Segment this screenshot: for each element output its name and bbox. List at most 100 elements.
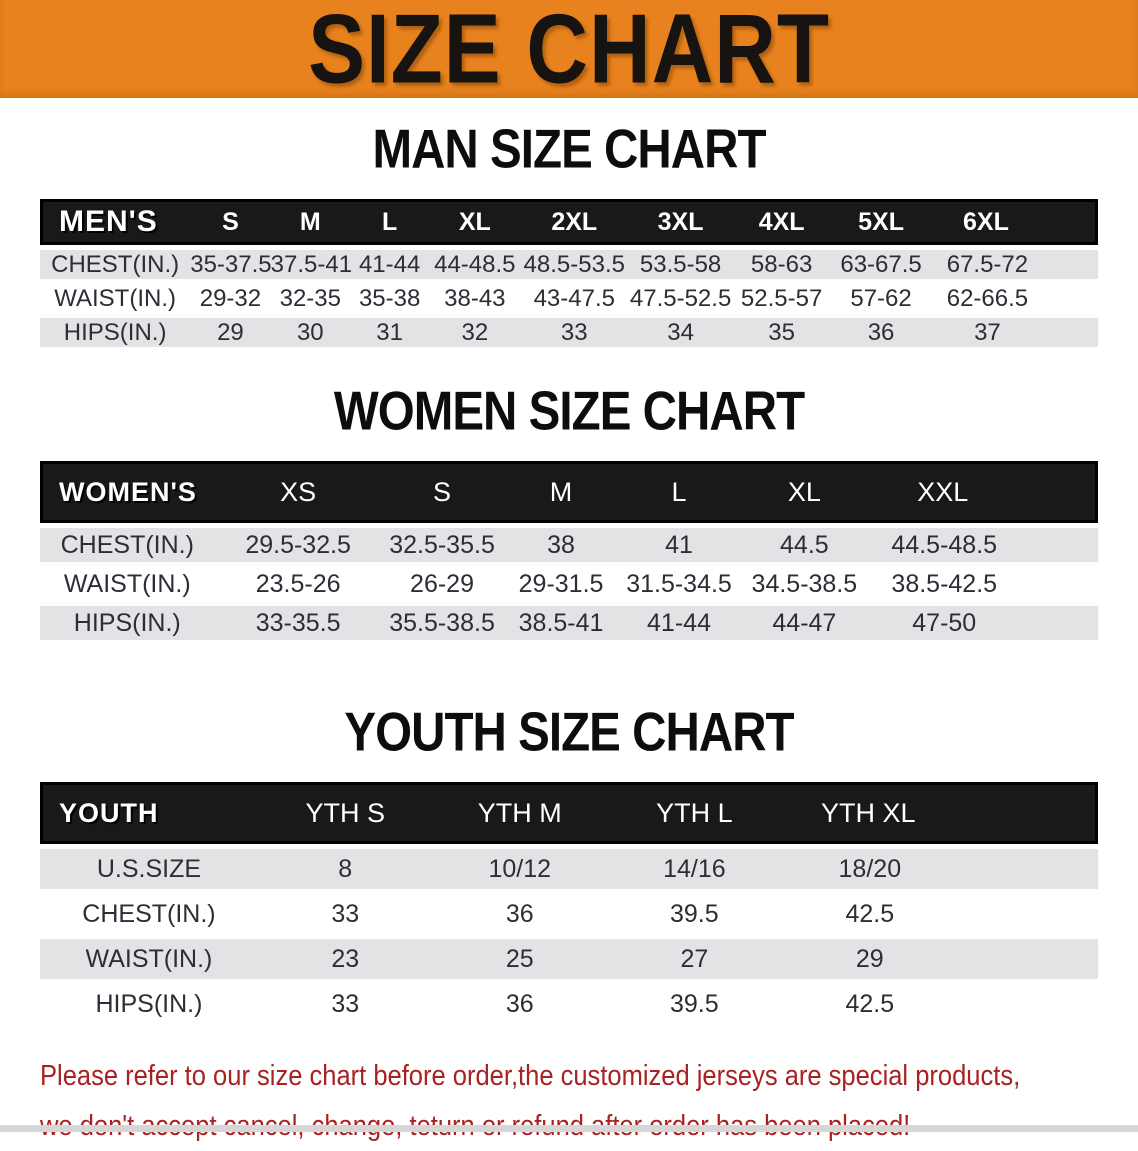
value-cell: 33 [520,318,629,347]
value-cell: 47.5-52.5 [629,284,732,312]
value-cell: 14/16 [607,849,782,889]
value-cell: 27 [607,939,782,979]
value-cell: 32.5-35.5 [381,528,503,562]
size-header-cell: 2XL [520,199,629,245]
size-header-cell: XXL [870,461,1098,523]
value-cell: 58-63 [732,250,831,279]
table-title-cell: WOMEN'S [40,461,215,523]
table-header-row: YOUTH YTH S YTH M YTH L YTH XL [40,782,1098,844]
value-cell: 38 [502,528,620,562]
table-row: HIPS(IN.) 29 30 31 32 33 34 35 36 37 [40,318,1098,347]
section-women: WOMEN SIZE CHART WOMEN'S XS S M L XL XXL CHEST(… [0,380,1138,645]
value-cell: 53.5-58 [628,250,733,279]
value-cell: 35 [732,318,831,347]
table-row: HIPS(IN.) 33-35.5 35.5-38.5 38.5-41 41-44 44-… [40,606,1098,640]
value-cell: 38.5-42.5 [891,569,998,598]
disclaimer-line-1: Please refer to our size chart before or… [40,1060,1021,1092]
size-header-cell: 6XL [931,199,1098,245]
banner: SIZE CHART [0,0,1138,98]
value-cell: 34.5-38.5 [751,569,858,598]
men-section-heading: MAN SIZE CHART [372,118,766,180]
row-label-cell: WAIST(IN.) [54,284,176,312]
value-cell: 43-47.5 [533,284,615,312]
size-header-cell: S [190,199,271,245]
size-header-cell: YTH L [607,782,782,844]
youth-section-heading: YOUTH SIZE CHART [344,701,794,763]
size-header-cell: M [502,461,620,523]
size-header-cell: XS [214,461,382,523]
value-cell: 29 [190,318,271,347]
value-cell: 39.5 [670,989,719,1018]
row-label-cell: WAIST(IN.) [63,569,191,598]
row-label-cell: CHEST(IN.) [40,528,215,562]
value-cell: 26-29 [410,569,474,598]
table-row: WAIST(IN.) 23 25 27 29 [40,939,1098,979]
value-cell: 38.5-41 [502,606,620,640]
section-men: MAN SIZE CHART MEN'S S M L XL 2XL 3XL 4XL 5XL 6XL… [0,118,1138,352]
value-cell: 18/20 [781,849,1098,889]
value-cell: 29-31.5 [518,569,604,598]
size-header-cell: YTH XL [781,782,1098,844]
value-cell: 52.5-57 [740,284,823,312]
disclaimer: Please refer to our size chart before or… [40,1051,1138,1151]
value-cell: 63-67.5 [830,250,932,279]
value-cell: 23.5-26 [255,569,341,598]
value-cell: 57-62 [850,284,912,312]
row-label-cell: CHEST(IN.) [40,250,191,279]
size-header-cell: M [270,199,350,245]
row-label-cell: WAIST(IN.) [40,939,258,979]
value-cell: 31.5-34.5 [626,569,732,598]
table-row: WAIST(IN.) 23.5-26 26-29 29-31.5 31.5-34.5 34… [40,567,1098,601]
value-cell: 29.5-32.5 [214,528,382,562]
size-header-cell: S [381,461,503,523]
value-cell: 44.5-48.5 [870,528,1098,562]
size-header-cell: XL [738,461,871,523]
size-header-cell: 3XL [628,199,733,245]
value-cell: 37.5-41 [270,250,353,279]
value-cell: 29 [781,939,1098,979]
section-youth: YOUTH SIZE CHART YOUTH YTH S YTH M YTH L YTH… [0,701,1138,1029]
size-header-cell: YTH S [257,782,433,844]
value-cell: 30 [270,318,350,347]
banner-title: SIZE CHART [308,0,830,104]
value-cell: 33 [331,989,360,1018]
value-cell: 25 [432,939,608,979]
value-cell: 38-43 [444,284,506,312]
value-cell: 8 [257,849,433,889]
value-cell: 41-44 [619,606,739,640]
table-title-cell: MEN'S [40,199,191,245]
value-cell: 34 [628,318,733,347]
size-header-cell: L [619,461,739,523]
row-label-cell: U.S.SIZE [40,849,258,889]
value-cell: 29-32 [199,284,262,312]
youth-size-table: YOUTH YTH S YTH M YTH L YTH XL U.S.SIZE 8 10/12… [40,777,1098,1029]
value-cell: 33 [331,899,360,928]
value-cell: 36 [505,899,534,928]
table-row: CHEST(IN.) 35-37.5 37.5-41 41-44 44-48.5 48.5… [40,250,1098,279]
value-cell: 67.5-72 [931,250,1098,279]
value-cell: 35-38 [358,284,421,312]
value-cell: 36 [830,318,932,347]
value-cell: 44-47 [738,606,871,640]
women-section-heading: WOMEN SIZE CHART [333,380,805,442]
value-cell: 44-48.5 [429,250,521,279]
value-cell: 41 [619,528,739,562]
size-header-cell: L [349,199,430,245]
value-cell: 37 [931,318,1098,347]
women-size-table: WOMEN'S XS S M L XL XXL CHEST(IN.) 29.5-32.5 32.5… [40,456,1098,645]
value-cell: 47-50 [870,606,1098,640]
table-row: CHEST(IN.) 29.5-32.5 32.5-35.5 38 41 44.5 44.5… [40,528,1098,562]
value-cell: 23 [257,939,433,979]
table-header-row: MEN'S S M L XL 2XL 3XL 4XL 5XL 6XL [40,199,1098,245]
value-cell: 48.5-53.5 [520,250,629,279]
size-header-cell: 5XL [830,199,932,245]
value-cell: 35.5-38.5 [381,606,503,640]
size-header-cell: YTH M [432,782,608,844]
value-cell: 31 [349,318,430,347]
value-cell: 42.5 [845,989,895,1018]
table-row: WAIST(IN.) 29-32 32-35 35-38 38-43 43-47.5 47.… [40,284,1098,313]
row-label-cell: HIPS(IN.) [40,606,215,640]
table-row: CHEST(IN.) 33 36 39.5 42.5 [40,894,1098,934]
value-cell: 39.5 [670,899,719,928]
value-cell: 35-37.5 [190,250,272,279]
